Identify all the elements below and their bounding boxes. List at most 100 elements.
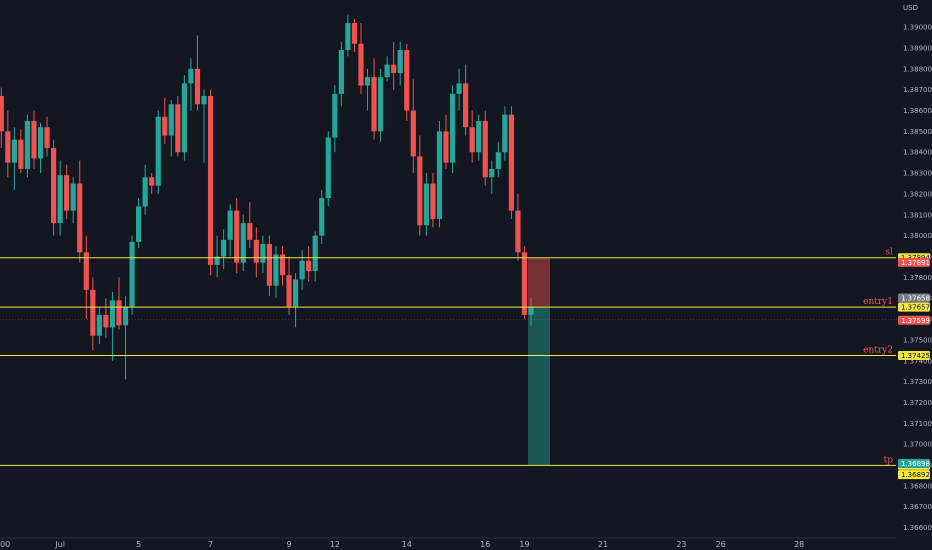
candle [377, 68, 384, 142]
candle-body [364, 77, 371, 86]
candle-body [57, 175, 63, 224]
candle [240, 214, 246, 272]
price-tick-6: 1.37200 [903, 399, 932, 407]
candle [319, 189, 325, 244]
candle [338, 41, 344, 107]
candle [489, 160, 495, 194]
price-tick-8: 1.37400 [903, 357, 932, 365]
candle-body [253, 239, 259, 263]
candle-body [31, 120, 37, 159]
candle [528, 298, 534, 326]
time-tick-3: 7 [208, 540, 213, 549]
candle [358, 22, 364, 94]
price-tag-text-1: 1.37658 [901, 294, 930, 302]
candle-body [463, 83, 469, 128]
candle [443, 114, 449, 169]
candle [175, 95, 181, 157]
candle-body [338, 50, 344, 94]
candle [404, 43, 410, 121]
candle-body [391, 64, 397, 73]
candle-body [410, 110, 416, 157]
candle [515, 193, 521, 261]
candle-body [83, 252, 89, 290]
candle-body [443, 131, 449, 163]
candle [122, 296, 129, 380]
candle-body [430, 183, 436, 219]
candle [109, 291, 116, 361]
candle-body [50, 148, 57, 224]
candle [253, 227, 259, 278]
candle [155, 110, 161, 194]
candle-body [201, 95, 207, 105]
candle [181, 75, 187, 161]
time-tick-5: 12 [330, 540, 340, 549]
candle [96, 306, 102, 345]
price-axis[interactable]: 1.366001.367001.368001.369001.370001.371… [896, 0, 932, 550]
candle-body [227, 210, 233, 240]
candle [207, 89, 214, 276]
time-tick-7: 16 [480, 540, 490, 549]
candle-body [96, 314, 102, 336]
candle-body [358, 43, 364, 86]
candle-body [515, 210, 521, 253]
time-tick-2: 5 [136, 540, 141, 549]
candle-body [221, 239, 227, 257]
candle-body [489, 168, 495, 178]
candle-body [149, 177, 155, 186]
candle [449, 85, 456, 174]
price-tick-16: 1.38200 [903, 190, 932, 198]
candle [266, 235, 273, 297]
candle [469, 110, 475, 163]
price-tick-22: 1.38800 [903, 65, 932, 73]
candle-body [240, 223, 246, 263]
candle-body [508, 114, 515, 211]
candle [495, 141, 501, 178]
candle-body [469, 127, 475, 153]
candle-body [345, 22, 351, 51]
candle [430, 173, 436, 228]
candle-body [377, 77, 384, 132]
candle [90, 277, 96, 351]
price-tick-14: 1.38000 [903, 232, 932, 240]
price-tick-19: 1.38500 [903, 128, 932, 136]
candle-body [194, 68, 201, 105]
candle [345, 14, 351, 57]
time-tick-0: 3:00 [0, 540, 10, 549]
candle-body [109, 300, 116, 328]
price-tick-12: 1.37800 [903, 274, 932, 282]
candle-body [521, 252, 528, 315]
candle-body [449, 93, 456, 163]
candle-body [103, 314, 109, 328]
candle [83, 235, 89, 320]
candle [5, 110, 11, 178]
candle [227, 204, 233, 257]
candle [142, 164, 148, 215]
candle [162, 98, 168, 144]
price-tag-text-3: 1.36898 [901, 460, 930, 468]
time-axis[interactable]: 3:00 Jul 5 7 9 12 14 16 19 21 23 26 28 [0, 537, 896, 549]
candle [351, 18, 358, 53]
candle [482, 110, 488, 186]
candle-body [371, 77, 377, 132]
price-tag-4 [898, 470, 930, 480]
candle-body [5, 131, 11, 163]
candle-body [319, 198, 325, 236]
candle-body [312, 235, 318, 272]
price-tag-1 [898, 293, 930, 303]
price-tick-9: 1.37500 [903, 336, 932, 344]
plot-area[interactable]: sl entry1 entry2 tp [0, 14, 896, 466]
candle-body [64, 175, 70, 211]
candle [103, 298, 109, 338]
candle [18, 129, 24, 174]
candle [521, 246, 528, 320]
price-tick-18: 1.38400 [903, 149, 932, 157]
candle [279, 246, 286, 286]
candle [508, 106, 515, 219]
candle-body [24, 120, 31, 169]
level-tag-entry1 [898, 302, 930, 312]
time-tick-6: 14 [402, 540, 412, 549]
candle [24, 114, 31, 178]
level-label-tp: tp [884, 455, 894, 465]
candle-body [0, 95, 4, 132]
